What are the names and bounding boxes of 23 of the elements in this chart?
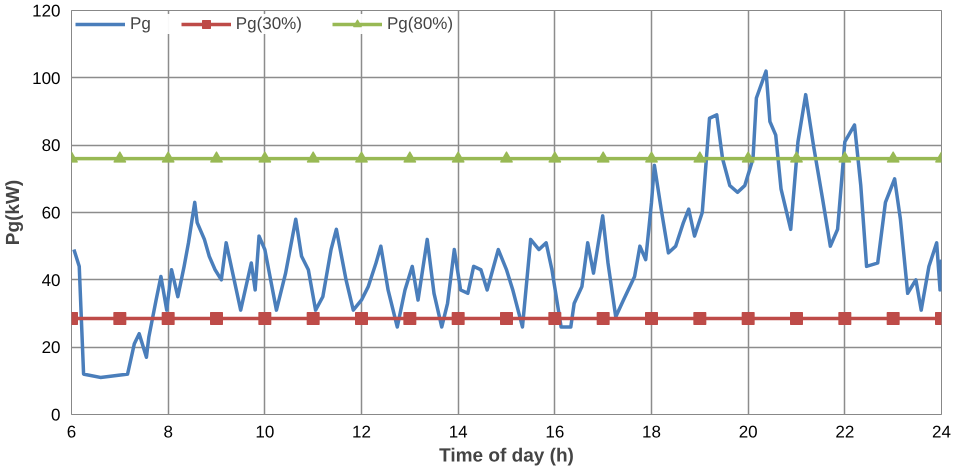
x-tick-label: 18: [642, 422, 661, 442]
legend-label: Pg(80%): [386, 14, 454, 34]
y-tick-label: 20: [42, 338, 61, 358]
x-tick-label: 16: [545, 422, 564, 442]
x-tick-label: 10: [255, 422, 274, 442]
y-tick-label: 80: [42, 136, 61, 156]
y-tick-label: 40: [42, 270, 61, 290]
x-axis-title: Time of day (h): [439, 446, 574, 466]
line-series: [72, 69, 942, 380]
y-tick-label: 120: [32, 2, 61, 20]
x-tick-label: 8: [163, 422, 173, 442]
legend-label: Pg: [130, 14, 151, 34]
y-tick-label: 0: [51, 406, 61, 424]
y-tick-label: 100: [32, 68, 61, 88]
legend-label: Pg(30%): [236, 14, 302, 34]
y-tick-label: 60: [42, 204, 61, 222]
x-tick-label: 12: [352, 422, 371, 442]
y-axis-title: Pg(kW): [3, 180, 24, 246]
x-tick-label: 14: [448, 422, 468, 442]
x-tick-label: 24: [932, 422, 951, 442]
x-tick-label: 6: [66, 422, 76, 442]
x-tick-label: 22: [835, 422, 854, 442]
x-tick-label: 20: [738, 422, 758, 442]
